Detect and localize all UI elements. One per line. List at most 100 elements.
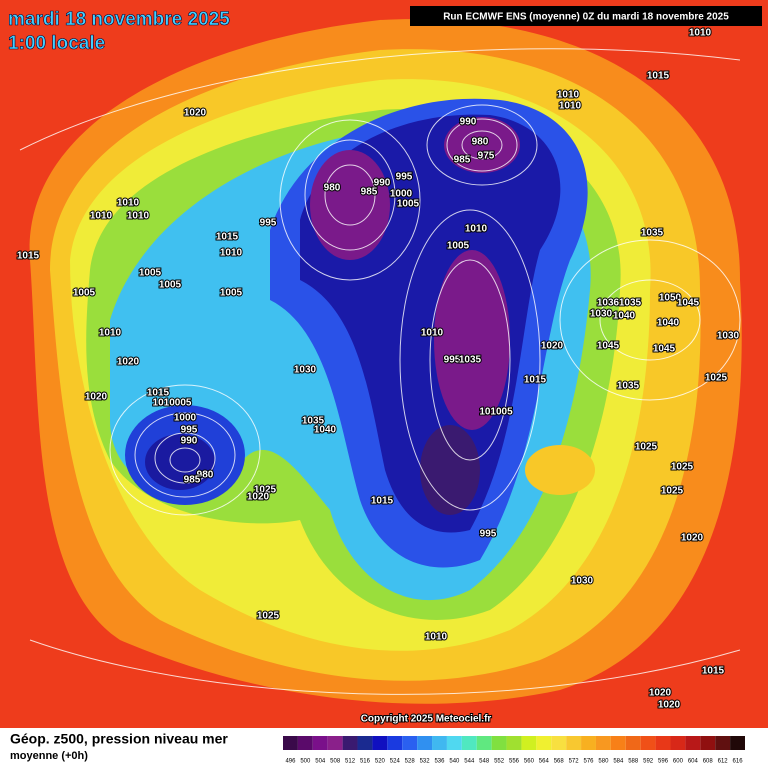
isobar-label: 1035 (641, 228, 664, 239)
legend-label: 560 (524, 759, 535, 765)
legend-label: 568 (554, 759, 565, 765)
isobar-label: 1040 (613, 311, 636, 322)
legend-swatch (297, 736, 313, 750)
legend-label: 540 (449, 759, 460, 765)
footer-title: Géop. z500, pression niveau mer (10, 731, 228, 747)
isobar-label: 1010 (465, 224, 488, 235)
isobar-label: 1010 (559, 101, 582, 112)
isobar-label: 1005 (220, 288, 243, 299)
legend-label: 552 (494, 759, 505, 765)
isobar-label: 1015 (647, 71, 670, 82)
isobar-label: 1010 (220, 248, 243, 259)
isobar-label: 1030 (571, 576, 594, 587)
legend-label: 564 (539, 759, 550, 765)
geopotential-field (29, 19, 742, 704)
isobar-label: 1025 (661, 486, 684, 497)
legend-swatch (342, 736, 358, 750)
isobar-label: 1020 (541, 341, 564, 352)
isobar-label: 1015 (702, 666, 725, 677)
legend-label: 576 (584, 759, 595, 765)
isobar-label: 995 (480, 529, 497, 540)
isobar-label: 1035 (459, 355, 482, 366)
legend-label: 608 (703, 759, 714, 765)
legend-label: 520 (375, 759, 386, 765)
isobar-label: 1000 (174, 413, 197, 424)
isobar-label: 1010 (117, 198, 140, 209)
isobar-label: 1025 (635, 442, 658, 453)
isobar-label: 1025 (705, 373, 728, 384)
isobar-label: 985 (361, 187, 378, 198)
legend-swatch (730, 736, 745, 750)
legend-swatch (432, 736, 447, 750)
legend-label: 532 (420, 759, 431, 765)
legend-swatch (655, 736, 671, 750)
isobar-label: 1015 (216, 232, 239, 243)
legend-label: 572 (569, 759, 580, 765)
run-box (410, 6, 762, 26)
isobar-label: 990 (460, 117, 477, 128)
isobar-label: 1010 (689, 28, 712, 39)
isobar-label: 1005 (397, 199, 420, 210)
isobar-label: 1020 (681, 533, 704, 544)
isobar-label: 985 (454, 155, 471, 166)
date-label: mardi 18 novembre 2025 (8, 9, 230, 30)
isobar-label: 1005 (447, 241, 470, 252)
legend-swatch (417, 736, 433, 750)
isobar-label: 990 (374, 178, 391, 189)
isobar-label: 1030 (590, 309, 613, 320)
isobar-label: 995 (396, 172, 413, 183)
legend-swatch (387, 736, 403, 750)
legend-swatch (283, 736, 298, 750)
isobar-label: 1035 (617, 381, 640, 392)
legend-label: 544 (464, 759, 475, 765)
legend-label: 524 (390, 759, 401, 765)
legend-label: 592 (643, 759, 654, 765)
isobar-label: 990 (181, 436, 198, 447)
legend-label: 516 (360, 759, 371, 765)
legend-swatch (491, 736, 507, 750)
legend-swatch (461, 736, 477, 750)
legend-swatch (327, 736, 343, 750)
isobar-label: 1005 (159, 280, 182, 291)
run-label: Run ECMWF ENS (moyenne) 0Z du mardi 18 n… (443, 12, 729, 23)
isobar-label: 1005 (139, 268, 162, 279)
legend-swatch (595, 736, 611, 750)
legend-label: 528 (405, 759, 416, 765)
isobar-label: 1015 (17, 251, 40, 262)
legend-label: 496 (285, 759, 296, 765)
legend-swatch (372, 736, 388, 750)
isobar-label: 1030 (294, 365, 317, 376)
legend-label: 600 (673, 759, 684, 765)
isobar-label: 1010005 (153, 398, 192, 409)
isobar-label: 1015 (524, 375, 547, 386)
legend-label: 588 (628, 759, 639, 765)
isobar-label: 1010 (90, 211, 113, 222)
isobar-label: 1040 (314, 425, 337, 436)
isobar-label: 1030 (717, 331, 740, 342)
legend-label: 548 (479, 759, 490, 765)
legend-swatch (700, 736, 716, 750)
legend-label: 508 (330, 759, 341, 765)
isobar-label: 975 (478, 151, 495, 162)
copyright: Copyright 2025 Meteociel.fr (361, 714, 492, 725)
color-legend: 496 500 504 508 512 516 520 524 528 532 536 540 544 5… (283, 736, 745, 765)
legend-swatch (536, 736, 552, 750)
legend-swatch (566, 736, 582, 750)
isobar-label: 1045 (653, 344, 676, 355)
isobar-label: 1015 (371, 496, 394, 507)
isobar-label: 980 (472, 137, 489, 148)
isobar-label: 1025 (671, 462, 694, 473)
isobar-label: 1020 (658, 700, 681, 711)
isobar-label: 1020 (117, 357, 140, 368)
time-label: 1:00 locale (8, 33, 105, 54)
legend-swatch (312, 736, 328, 750)
isobar-label: 1015 (147, 388, 170, 399)
isobar-label: 1020 (247, 492, 270, 503)
isobar-label: 1020 (649, 688, 672, 699)
legend-swatch (610, 736, 626, 750)
isobar-label: 1035 (619, 298, 642, 309)
legend-swatch (521, 736, 537, 750)
legend-swatch (476, 736, 492, 750)
isobar-label: 1005 (73, 288, 96, 299)
